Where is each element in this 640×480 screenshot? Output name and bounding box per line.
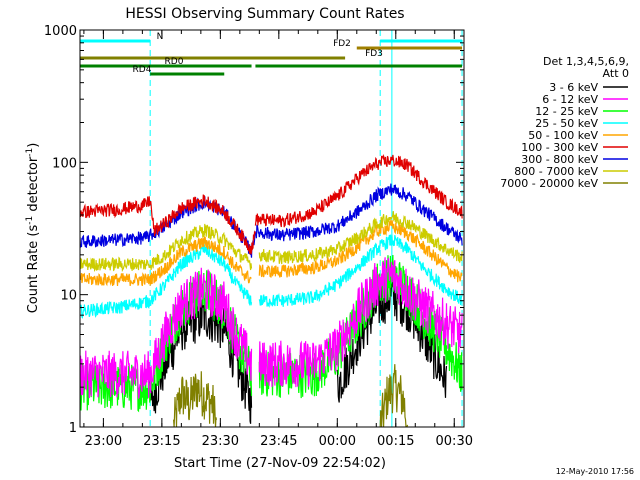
x-tick-label: 00:00 — [319, 434, 356, 449]
x-tick-label: 23:45 — [260, 434, 297, 449]
flag-label: FD3 — [365, 49, 383, 59]
series-line — [379, 364, 409, 427]
series-line — [173, 371, 217, 427]
y-axis-label: Count Rate (s-1 detector-1) — [25, 143, 41, 314]
flag-label: RD0 — [165, 57, 184, 67]
footer-timestamp: 12-May-2010 17:56 — [556, 467, 634, 476]
y-tick-label: 10 — [60, 289, 77, 304]
series-line — [80, 194, 256, 255]
y-axis-label-end: ) — [26, 143, 41, 148]
y-tick-label: 1 — [69, 421, 77, 436]
series-line — [258, 219, 463, 283]
legend-entry-label: 3 - 6 keV — [549, 81, 598, 94]
y-tick-label: 100 — [52, 156, 77, 171]
legend-entry-label: 12 - 25 keV — [535, 105, 598, 118]
flag-label: RD4 — [133, 65, 152, 75]
legend-entry-label: 800 - 7000 keV — [514, 165, 598, 178]
series-line — [254, 183, 463, 246]
chart-title: HESSI Observing Summary Count Rates — [125, 6, 404, 22]
y-tick-label: 1000 — [44, 24, 77, 39]
series-line — [80, 236, 252, 287]
legend-entry-label: 300 - 800 keV — [521, 153, 598, 166]
y-axis-label-main: Count Rate (s — [26, 225, 41, 314]
series-line — [336, 275, 448, 403]
x-tick-label: 23:30 — [202, 434, 239, 449]
flag-label: FD2 — [333, 39, 351, 49]
y-axis-label-sup2: -1 — [25, 148, 35, 157]
legend-entry-label: 50 - 100 keV — [528, 129, 598, 142]
series-line — [258, 257, 463, 388]
legend-entry-label: 100 - 300 keV — [521, 141, 598, 154]
y-axis-label-mid: detector — [26, 156, 41, 216]
series-line — [80, 223, 253, 273]
legend-entry-label: 6 - 12 keV — [542, 93, 598, 106]
legend-entry-label: 7000 - 20000 keV — [500, 177, 598, 190]
series-line — [80, 244, 253, 319]
series-line — [80, 267, 253, 400]
flag-label: N — [157, 32, 164, 42]
x-tick-label: 23:15 — [143, 434, 180, 449]
y-axis-label-sup1: -1 — [25, 216, 35, 225]
x-tick-label: 23:00 — [85, 434, 122, 449]
legend-header-2: Att 0 — [603, 67, 629, 80]
plot-frame — [79, 29, 465, 428]
series-line — [254, 153, 463, 228]
x-tick-label: 00:30 — [436, 434, 473, 449]
x-tick-label: 00:15 — [377, 434, 414, 449]
legend-entry-label: 25 - 50 keV — [535, 117, 598, 130]
legend-header-1: Det 1,3,4,5,6,9, — [543, 55, 629, 68]
series-line — [258, 211, 463, 265]
x-axis-label: Start Time (27-Nov-09 22:54:02) — [174, 456, 386, 471]
series-line — [258, 234, 463, 308]
